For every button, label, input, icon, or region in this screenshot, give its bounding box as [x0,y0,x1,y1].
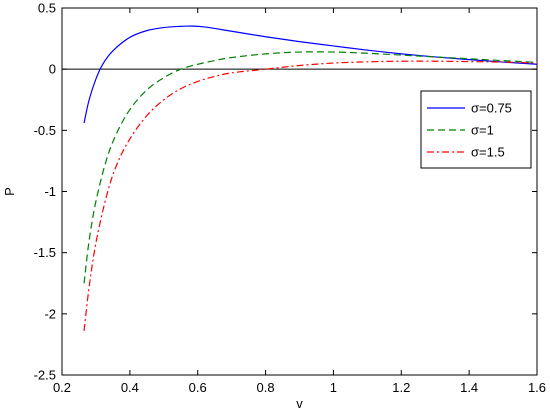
x-tick-label: 0.8 [257,380,275,395]
series-line-1 [83,25,538,124]
x-tick-label: 1.6 [528,380,546,395]
legend-label: σ=0.75 [471,101,512,116]
series-line-3 [83,60,538,332]
x-axis-label: v [296,396,303,411]
y-axis-label: P [2,187,17,196]
series-layer [83,25,538,332]
y-tick-label: -1 [44,184,56,199]
series-line-2 [83,51,538,284]
legend: σ=0.75 σ=1 σ=1.5 [420,90,532,169]
x-tick-label: 1.4 [460,380,478,395]
x-tick-label: 0.4 [121,380,139,395]
legend-label: σ=1.5 [471,145,505,160]
y-tick-label: 0.5 [38,1,56,16]
tick-layer: 0.2 0.4 0.6 0.8 1 1.2 1.4 1.6 -2.5 -2 -1.5 -1 -0.5 0 0… [34,1,546,396]
x-tick-label: 1 [330,380,337,395]
plot-area [61,7,538,376]
y-tick-label: -2.5 [34,368,56,383]
legend-label: σ=1 [471,123,494,138]
y-tick-label: -2 [44,306,56,321]
x-tick-label: 0.2 [53,380,71,395]
y-tick-label: 0 [49,62,56,77]
x-tick-label: 0.6 [189,380,207,395]
x-tick-label: 1.2 [392,380,410,395]
y-tick-label: -0.5 [34,123,56,138]
y-tick-label: -1.5 [34,245,56,260]
